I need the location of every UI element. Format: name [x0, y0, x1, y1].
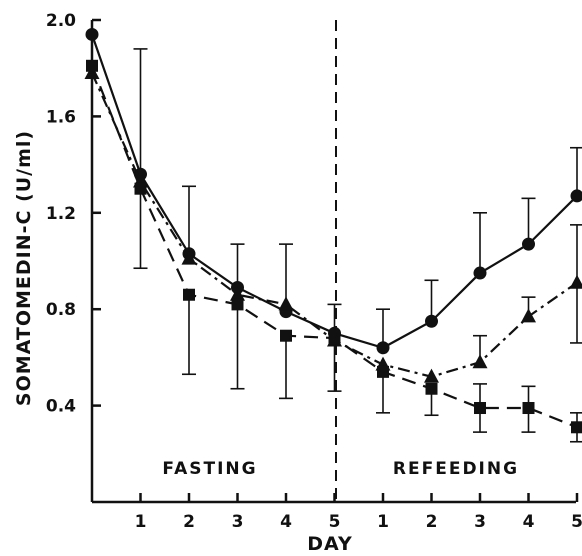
data-point-square [474, 402, 486, 415]
y-tick-label: 1.2 [46, 204, 76, 224]
data-point-square [522, 402, 535, 415]
y-tick-label: 0.4 [46, 397, 76, 417]
series-layer [84, 27, 582, 443]
data-point-square [425, 382, 438, 395]
data-point-circle [376, 341, 390, 355]
data-point-square [134, 182, 147, 195]
x-tick-label: 5 [571, 512, 582, 532]
x-tick-label: 1 [135, 512, 147, 532]
y-ticks: 0.4 0.8 1.2 1.6 2.0 [46, 11, 101, 417]
series-circle [85, 27, 582, 355]
y-tick-label: 1.6 [46, 107, 76, 127]
data-point-square [231, 298, 244, 311]
data-point-triangle [521, 308, 536, 323]
x-tick-label: 4 [280, 512, 292, 532]
y-tick-label: 0.8 [46, 300, 76, 320]
x-axis-title: DAY [307, 533, 352, 555]
series-square [86, 59, 582, 443]
data-point-circle [473, 266, 487, 280]
x-tick-label: 1 [377, 512, 389, 532]
data-point-triangle [424, 368, 439, 383]
x-ticks: 1 2 3 4 5 1 2 3 4 5 [135, 493, 582, 532]
x-tick-label: 3 [232, 512, 244, 532]
x-tick-label: 4 [523, 512, 535, 532]
data-point-triangle [230, 286, 245, 301]
data-point-circle [425, 314, 438, 328]
data-point-circle [522, 237, 535, 251]
data-point-square [86, 59, 98, 72]
data-point-circle [85, 27, 99, 41]
axes [90, 20, 576, 504]
x-tick-label: 2 [183, 512, 195, 532]
data-point-circle [570, 189, 582, 203]
data-point-triangle [278, 296, 294, 311]
data-point-square [571, 421, 582, 434]
data-point-square [183, 288, 195, 301]
data-point-triangle [181, 250, 197, 265]
y-tick-label: 2.0 [46, 11, 76, 31]
y-axis-title: SOMATOMEDIN-C (U/ml) [13, 130, 35, 406]
data-point-square [377, 365, 389, 378]
data-point-triangle [569, 274, 582, 289]
data-point-square [328, 332, 341, 345]
data-point-triangle [472, 354, 488, 369]
series-line-circle [90, 34, 578, 349]
phase-label-refeeding: REFEEDING [393, 459, 519, 479]
x-tick-label: 5 [329, 512, 341, 532]
x-tick-label: 3 [474, 512, 486, 532]
x-tick-label: 2 [426, 512, 438, 532]
phase-label-fasting: FASTING [162, 459, 257, 479]
data-point-square [280, 329, 292, 342]
